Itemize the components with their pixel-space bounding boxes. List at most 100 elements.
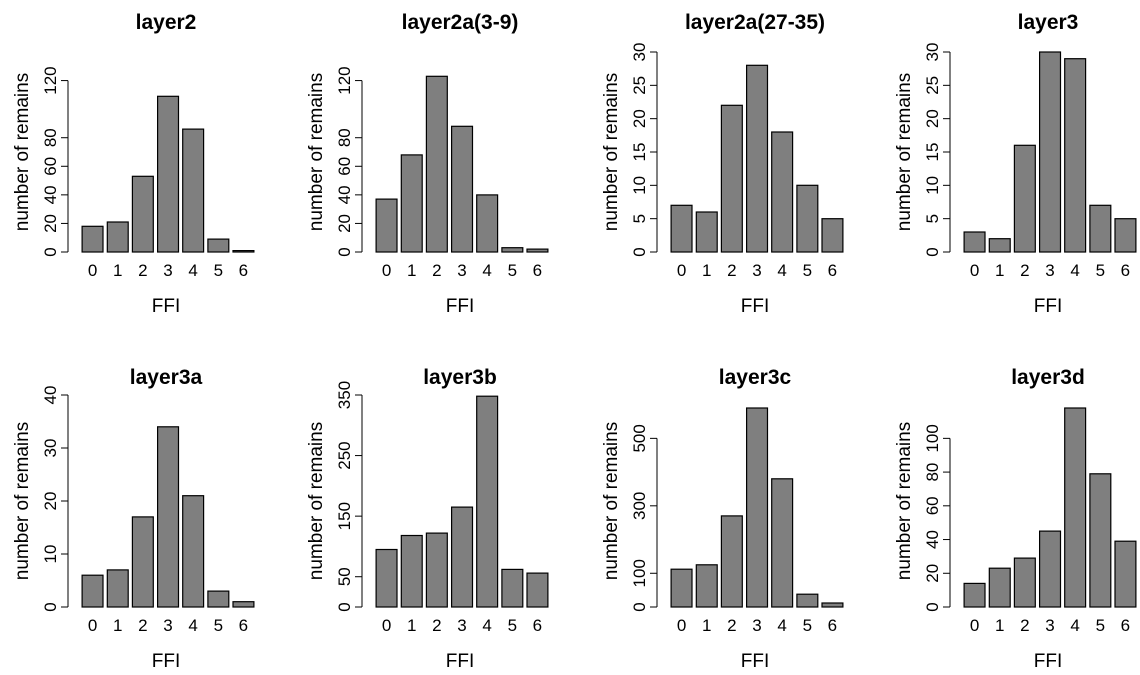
bar — [1013, 144, 1036, 253]
y-tick-label: 40 — [923, 530, 942, 549]
x-tick-label: 3 — [163, 261, 172, 280]
x-tick-label: 6 — [533, 261, 542, 280]
y-tick-label: 100 — [630, 559, 649, 587]
bar — [720, 104, 743, 253]
chart-panel: layer2a(27-35)0 1 2 3 4 5 6051015202530FFInumb… — [601, 11, 844, 317]
bar — [232, 601, 255, 608]
x-tick-label: 6 — [1121, 616, 1130, 635]
x-axis-label: FFI — [741, 651, 770, 672]
bar — [745, 407, 769, 608]
x-tick-label: 6 — [828, 261, 837, 280]
y-tick-label: 20 — [923, 564, 942, 583]
bar — [425, 75, 448, 253]
x-tick-label: 3 — [752, 616, 761, 635]
chart-panel: layer2a(3-9)0 1 2 3 4 5 6020406080120FFInumber… — [306, 11, 549, 317]
bar — [821, 602, 844, 608]
y-axis-label: number of remains — [12, 73, 33, 231]
bar — [207, 590, 230, 608]
bar — [501, 247, 524, 253]
y-axis-label: number of remains — [12, 422, 33, 580]
bar — [476, 395, 499, 608]
y-tick-label: 20 — [41, 214, 60, 233]
x-axis-label: FFI — [1034, 651, 1063, 672]
x-tick-label: 5 — [803, 616, 812, 635]
y-tick-label: 150 — [335, 502, 354, 530]
y-axis-label: number of remains — [306, 73, 327, 231]
x-tick-label: 1 — [407, 261, 416, 280]
y-tick-label: 25 — [923, 76, 942, 95]
x-tick-label: 4 — [482, 616, 491, 635]
bar — [796, 184, 819, 253]
chart-title: layer3d — [1011, 366, 1085, 389]
x-tick-label: 5 — [508, 261, 517, 280]
x-tick-label: 5 — [214, 261, 223, 280]
bar — [451, 125, 474, 253]
x-tick-label: 3 — [1045, 261, 1054, 280]
bar — [1064, 407, 1087, 608]
y-tick-label: 10 — [923, 176, 942, 195]
y-tick-label: 120 — [335, 66, 354, 94]
bar — [106, 569, 129, 608]
bar — [182, 128, 205, 253]
bar — [526, 572, 549, 608]
bar — [670, 568, 693, 608]
x-tick-label: 1 — [702, 261, 711, 280]
y-tick-label: 0 — [923, 602, 942, 611]
y-tick-label: 80 — [923, 463, 942, 482]
x-tick-label: 4 — [188, 261, 197, 280]
bar — [476, 194, 499, 253]
bar — [81, 225, 104, 253]
chart-title: layer2 — [136, 11, 197, 34]
y-tick-label: 0 — [630, 247, 649, 256]
x-tick-label: 4 — [777, 261, 786, 280]
x-tick-label: 6 — [239, 261, 248, 280]
y-axis-label: number of remains — [894, 422, 915, 580]
y-tick-label: 0 — [335, 602, 354, 611]
y-tick-label: 20 — [335, 214, 354, 233]
x-axis-label: FFI — [446, 651, 475, 672]
bar — [796, 593, 819, 608]
bar — [1013, 557, 1036, 608]
x-tick-label: 6 — [1121, 261, 1130, 280]
bar — [670, 204, 693, 253]
bar — [207, 238, 230, 253]
x-tick-label: 0 — [677, 616, 686, 635]
y-tick-label: 60 — [923, 496, 942, 515]
bar — [771, 478, 794, 608]
x-tick-label: 3 — [457, 261, 466, 280]
x-tick-label: 4 — [777, 616, 786, 635]
y-tick-label: 40 — [335, 185, 354, 204]
bar — [720, 515, 743, 608]
y-tick-label: 60 — [41, 157, 60, 176]
x-tick-label: 0 — [970, 261, 979, 280]
y-tick-label: 25 — [630, 76, 649, 95]
y-tick-label: 0 — [41, 602, 60, 611]
y-axis-label: number of remains — [306, 422, 327, 580]
y-tick-label: 350 — [335, 381, 354, 409]
x-tick-label: 2 — [138, 261, 147, 280]
bar — [771, 131, 794, 253]
bar — [81, 574, 104, 608]
x-tick-label: 0 — [382, 616, 391, 635]
y-tick-label: 15 — [923, 143, 942, 162]
bar — [963, 582, 986, 608]
bar — [1089, 204, 1112, 253]
x-tick-label: 1 — [407, 616, 416, 635]
bar — [988, 567, 1011, 608]
y-tick-label: 50 — [335, 567, 354, 586]
bar — [1114, 218, 1137, 253]
y-tick-label: 40 — [41, 386, 60, 405]
chart-title: layer3b — [423, 366, 497, 389]
y-tick-label: 0 — [923, 247, 942, 256]
bar — [375, 548, 398, 608]
x-tick-label: 2 — [727, 616, 736, 635]
x-tick-label: 4 — [1070, 616, 1079, 635]
bar — [451, 506, 474, 608]
y-tick-label: 60 — [335, 157, 354, 176]
bar — [821, 218, 844, 253]
